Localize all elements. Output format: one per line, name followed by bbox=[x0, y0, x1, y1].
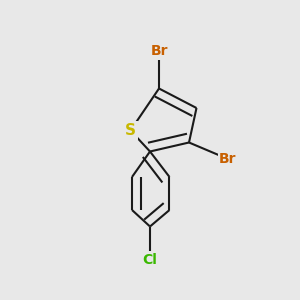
Text: Cl: Cl bbox=[142, 253, 158, 266]
Text: Br: Br bbox=[219, 152, 237, 166]
Text: Br: Br bbox=[150, 44, 168, 58]
Text: S: S bbox=[125, 123, 136, 138]
